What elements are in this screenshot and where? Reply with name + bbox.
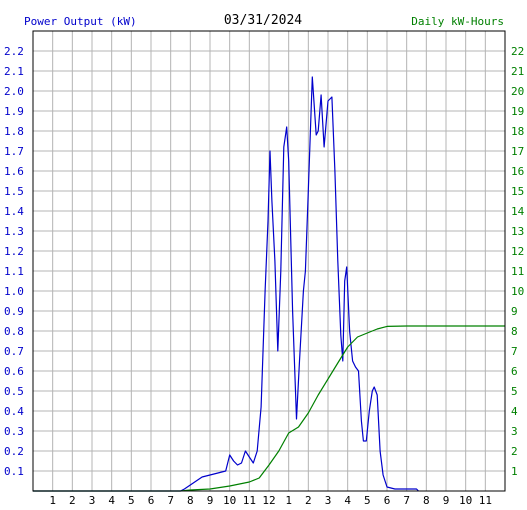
y2-tick-label: 12 bbox=[511, 245, 524, 258]
x-tick-label: 3 bbox=[89, 494, 96, 507]
x-tick-label: 3 bbox=[325, 494, 332, 507]
y-tick-label: 0.9 bbox=[4, 305, 24, 318]
chart-grid bbox=[33, 31, 505, 491]
y-tick-label: 1.3 bbox=[4, 225, 24, 238]
y2-tick-label: 4 bbox=[511, 405, 518, 418]
y2-tick-label: 7 bbox=[511, 345, 518, 358]
y-axis-left-label: Power Output (kW) bbox=[24, 15, 137, 28]
series-line-daily-kwh bbox=[33, 325, 505, 492]
x-tick-label: 4 bbox=[108, 494, 115, 507]
y2-tick-label: 6 bbox=[511, 365, 518, 378]
x-tick-label: 8 bbox=[423, 494, 430, 507]
y2-tick-label: 22 bbox=[511, 45, 524, 58]
x-tick-label: 11 bbox=[479, 494, 492, 507]
x-tick-label: 12 bbox=[262, 494, 275, 507]
y2-tick-label: 2 bbox=[511, 445, 518, 458]
y-axis-right-label: Daily kW-Hours bbox=[411, 15, 504, 28]
x-tick-label: 1 bbox=[285, 494, 292, 507]
y2-tick-label: 21 bbox=[511, 65, 524, 78]
x-tick-label: 10 bbox=[459, 494, 472, 507]
x-tick-label: 5 bbox=[364, 494, 371, 507]
x-tick-label: 4 bbox=[344, 494, 351, 507]
x-tick-label: 6 bbox=[148, 494, 155, 507]
x-tick-labels: 1 2 3 4 5 6 7 8 9 10 11 12 1 2 3 4 5 6 7 8 9 10 11 bbox=[49, 494, 492, 507]
y-tick-label: 1.1 bbox=[4, 265, 24, 278]
y2-tick-label: 16 bbox=[511, 165, 524, 178]
y-tick-label: 1.7 bbox=[4, 145, 24, 158]
y-tick-label: 0.5 bbox=[4, 385, 24, 398]
y-tick-label: 0.3 bbox=[4, 425, 24, 438]
y2-tick-label: 11 bbox=[511, 265, 524, 278]
x-tick-label: 8 bbox=[187, 494, 194, 507]
y2-tick-label: 1 bbox=[511, 465, 518, 478]
y2-tick-label: 5 bbox=[511, 385, 518, 398]
x-tick-label: 9 bbox=[443, 494, 450, 507]
y-tick-label: 1.6 bbox=[4, 165, 24, 178]
y-tick-label: 1.9 bbox=[4, 105, 24, 118]
y-tick-label: 0.4 bbox=[4, 405, 24, 418]
x-tick-label: 7 bbox=[167, 494, 174, 507]
x-tick-label: 6 bbox=[384, 494, 391, 507]
y2-tick-label: 3 bbox=[511, 425, 518, 438]
series-layer bbox=[33, 76, 505, 492]
x-tick-label: 9 bbox=[207, 494, 214, 507]
y2-tick-label: 10 bbox=[511, 285, 524, 298]
y-tick-label: 0.8 bbox=[4, 325, 24, 338]
plot-frame bbox=[32, 30, 506, 492]
y2-tick-label: 17 bbox=[511, 145, 524, 158]
y-tick-labels: 0.1 0.2 0.3 0.4 0.5 0.6 0.7 0.8 0.9 1.0 1.1 1.2 1.3 1… bbox=[4, 45, 24, 478]
y2-tick-label: 9 bbox=[511, 305, 518, 318]
y-tick-label: 0.7 bbox=[4, 345, 24, 358]
x-tick-label: 2 bbox=[305, 494, 312, 507]
y2-tick-label: 19 bbox=[511, 105, 524, 118]
y-tick-label: 0.6 bbox=[4, 365, 24, 378]
y-tick-label: 0.2 bbox=[4, 445, 24, 458]
y2-tick-label: 8 bbox=[511, 325, 518, 338]
y-tick-label: 1.5 bbox=[4, 185, 24, 198]
x-tick-label: 1 bbox=[49, 494, 56, 507]
y-tick-label: 2.2 bbox=[4, 45, 24, 58]
x-tick-label: 5 bbox=[128, 494, 135, 507]
y-tick-label: 1.4 bbox=[4, 205, 24, 218]
y-tick-label: 1.2 bbox=[4, 245, 24, 258]
y-tick-label: 2.0 bbox=[4, 85, 24, 98]
chart-title: 03/31/2024 bbox=[224, 13, 302, 28]
y-tick-label: 2.1 bbox=[4, 65, 24, 78]
y2-tick-label: 18 bbox=[511, 125, 524, 138]
x-tick-label: 2 bbox=[69, 494, 76, 507]
y-tick-label: 1.8 bbox=[4, 125, 24, 138]
y-tick-label: 0.1 bbox=[4, 465, 24, 478]
y2-tick-label: 13 bbox=[511, 225, 524, 238]
y2-tick-label: 14 bbox=[511, 205, 525, 218]
x-tick-label: 11 bbox=[243, 494, 256, 507]
x-tick-label: 7 bbox=[403, 494, 410, 507]
x-tick-label: 10 bbox=[223, 494, 236, 507]
y-tick-label: 1.0 bbox=[4, 285, 24, 298]
y2-tick-label: 15 bbox=[511, 185, 524, 198]
series-line-power-output bbox=[33, 76, 419, 492]
y2-tick-label: 20 bbox=[511, 85, 524, 98]
